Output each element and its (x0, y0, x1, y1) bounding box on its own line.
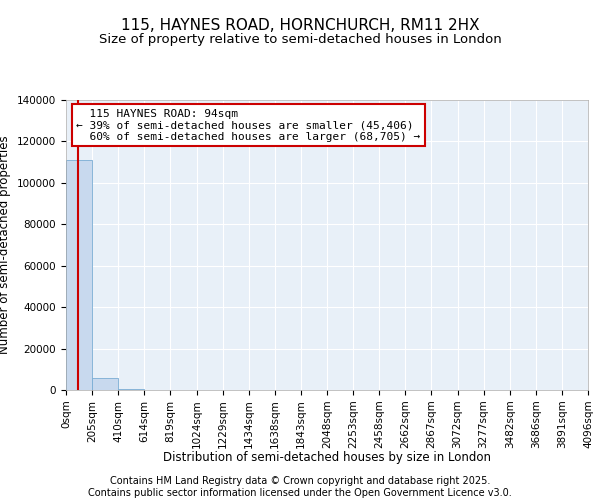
Bar (92, 378, 118, 390)
Bar (66, 160, 92, 390)
Y-axis label: Number of semi-detached properties: Number of semi-detached properties (0, 136, 11, 354)
Bar (118, 389, 144, 390)
Text: 115, HAYNES ROAD, HORNCHURCH, RM11 2HX: 115, HAYNES ROAD, HORNCHURCH, RM11 2HX (121, 18, 479, 32)
X-axis label: Distribution of semi-detached houses by size in London: Distribution of semi-detached houses by … (163, 451, 491, 464)
Text: Size of property relative to semi-detached houses in London: Size of property relative to semi-detach… (98, 32, 502, 46)
Text: Contains HM Land Registry data © Crown copyright and database right 2025.
Contai: Contains HM Land Registry data © Crown c… (88, 476, 512, 498)
Text: 115 HAYNES ROAD: 94sqm  
← 39% of semi-detached houses are smaller (45,406)
  60: 115 HAYNES ROAD: 94sqm ← 39% of semi-det… (76, 108, 421, 142)
